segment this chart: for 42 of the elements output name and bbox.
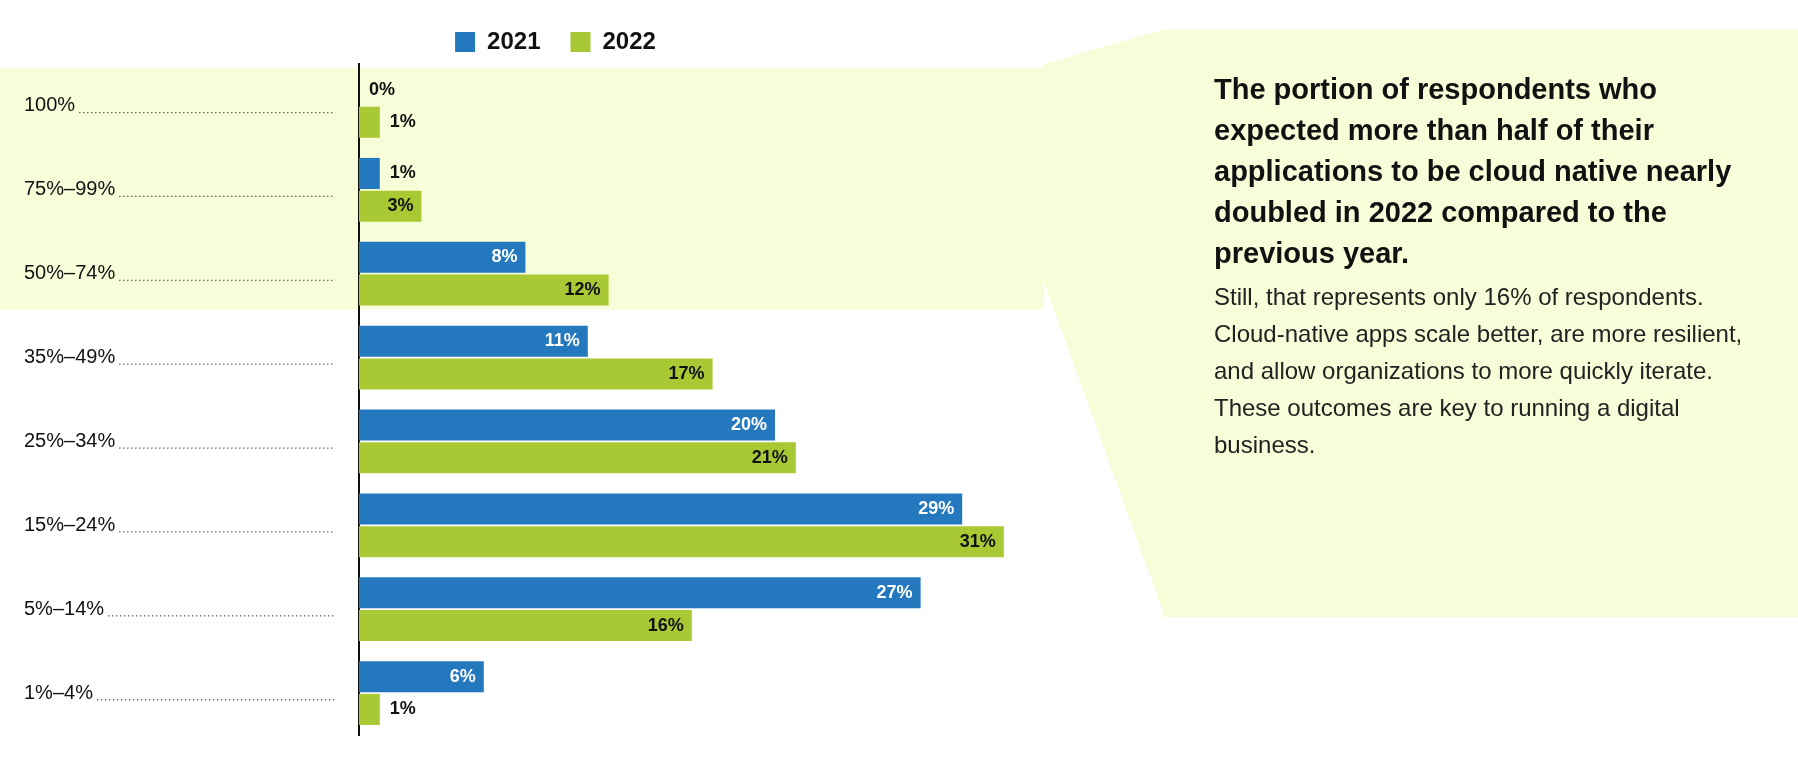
y-tick-label: 25%–34% bbox=[24, 428, 116, 451]
bar bbox=[359, 693, 380, 725]
data-label: 3% bbox=[387, 195, 414, 216]
data-label: 16% bbox=[647, 614, 684, 635]
data-label: 20% bbox=[730, 414, 767, 435]
bar bbox=[359, 157, 380, 189]
bar bbox=[359, 241, 526, 273]
data-label: 11% bbox=[544, 330, 580, 351]
data-label: 1% bbox=[389, 162, 416, 183]
data-label: 17% bbox=[668, 362, 705, 383]
bar bbox=[359, 442, 796, 474]
bar bbox=[359, 577, 921, 609]
data-label: 21% bbox=[751, 446, 788, 467]
bar bbox=[359, 106, 380, 138]
data-label: 29% bbox=[918, 497, 955, 518]
text: The portion of respondents who expected more than half of their applications to be cloud native nearly doubled in 2022 compared to the previous year. bbox=[1214, 72, 1733, 271]
data-label: 1% bbox=[389, 111, 416, 132]
data-label: 12% bbox=[564, 279, 601, 300]
bar bbox=[359, 610, 692, 642]
bar bbox=[359, 493, 963, 525]
data-label: 27% bbox=[876, 581, 913, 602]
y-tick-label: 15%–24% bbox=[24, 512, 116, 535]
legend-label: 2021 bbox=[487, 26, 541, 54]
y-tick-label: 50%–74% bbox=[24, 261, 116, 284]
data-label: 0% bbox=[369, 78, 396, 99]
data-label: 31% bbox=[959, 530, 996, 551]
text: Still, that represents only 16% of respondents. Cloud-native apps scale better, are more resilient, and allow organizations to more quickly iterate. These outcomes are key to running a digital business. bbox=[1214, 282, 1744, 460]
bar bbox=[359, 274, 609, 306]
bar bbox=[359, 325, 588, 357]
y-tick-label: 100% bbox=[24, 93, 76, 116]
data-label: 1% bbox=[389, 698, 416, 719]
y-tick-label: 1%–4% bbox=[24, 680, 94, 703]
data-label: 8% bbox=[491, 246, 518, 267]
bar bbox=[359, 526, 1004, 558]
legend-label: 2022 bbox=[602, 26, 656, 54]
y-tick-label: 75%–99% bbox=[24, 177, 116, 200]
bar bbox=[359, 661, 484, 693]
bar bbox=[359, 358, 713, 390]
y-tick-label: 35%–49% bbox=[24, 345, 116, 368]
data-label: 6% bbox=[449, 665, 476, 686]
bar bbox=[359, 409, 775, 441]
y-tick-label: 5%–14% bbox=[24, 596, 105, 619]
